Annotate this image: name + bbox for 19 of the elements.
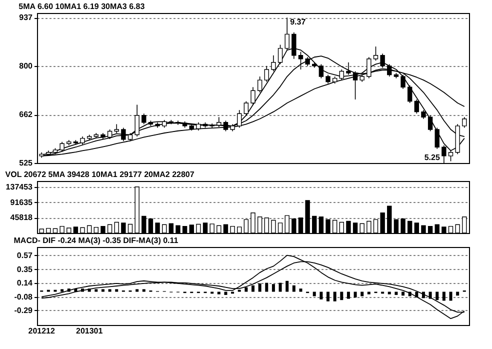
y-tick-label: 91635 bbox=[10, 198, 34, 207]
y-tick-label: 0.14 bbox=[16, 278, 34, 288]
y-tick-label: 937 bbox=[19, 13, 34, 22]
x-tick-label: 201301 bbox=[76, 326, 104, 336]
y-tick-label: -0.29 bbox=[14, 306, 34, 315]
chart-title: 5MA 6.60 10MA1 6.19 30MA3 6.83 bbox=[18, 2, 146, 11]
y-tick-label: 45818 bbox=[10, 213, 34, 222]
y-tick-label: 525 bbox=[19, 158, 34, 168]
y-tick-label: 0.35 bbox=[16, 264, 34, 274]
y-tick-label: 0.57 bbox=[16, 250, 34, 260]
y-tick-label: -0.08 bbox=[14, 292, 34, 302]
annotation: 9.37 bbox=[290, 18, 306, 27]
annotation: 5.25 bbox=[424, 153, 440, 162]
chart-title: VOL 20672 5MA 39428 10MA1 29177 20MA2 22807 bbox=[5, 170, 195, 179]
x-tick-label: 201212 bbox=[28, 326, 56, 336]
y-tick-label: 662 bbox=[19, 110, 34, 120]
y-tick-label: 137453 bbox=[6, 182, 34, 192]
chart-title: MACD- DIF -0.24 MA(3) -0.35 DIF-MA(3) 0.11 bbox=[14, 236, 179, 245]
y-tick-label: 800 bbox=[19, 61, 34, 70]
